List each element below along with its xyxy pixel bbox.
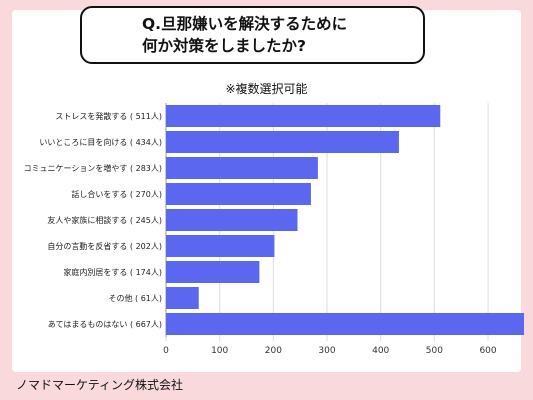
category-label: いいところに目を向ける ( 434人) [39, 137, 162, 147]
category-label: 自分の言動を反省する ( 202人) [47, 241, 162, 251]
x-tick-label: 400 [372, 346, 389, 356]
bar [166, 287, 199, 309]
bar [166, 209, 298, 231]
bar [166, 261, 260, 283]
category-label: 家庭内別居をする ( 174人) [63, 267, 162, 277]
category-label: その他 ( 61人) [108, 293, 162, 303]
x-tick-label: 100 [211, 346, 228, 356]
category-label: 話し合いをする ( 270人) [71, 189, 162, 199]
x-tick-label: 600 [479, 346, 496, 356]
category-label: コミュニケーションを増やす ( 283人) [24, 163, 162, 173]
title-line-2: 何か対策をしましたか? [142, 37, 306, 55]
bar [166, 105, 441, 127]
category-label-layer: ストレスを発散する ( 511人) いいところに目を向ける ( 434人) コミュニ… [24, 111, 162, 329]
x-tick-label: 300 [318, 346, 335, 356]
title-box: Q.旦那嫌いを解決するために 何か対策をしましたか? [80, 6, 425, 64]
bar [166, 235, 275, 257]
bar [166, 313, 524, 335]
bar [166, 131, 399, 153]
bar [166, 183, 311, 205]
category-label: 友人や家族に相談する ( 245人) [47, 215, 162, 225]
x-tick-label: 0 [163, 346, 169, 356]
title-line-1: Q.旦那嫌いを解決するために [142, 15, 348, 33]
x-tick-label: 200 [265, 346, 282, 356]
category-label: あてはまるものはない ( 667人) [48, 320, 162, 329]
category-label: ストレスを発散する ( 511人) [55, 111, 162, 121]
bar-layer [166, 105, 524, 335]
x-tick-layer: 0 100 200 300 400 500 600 [163, 346, 497, 356]
chart-subtitle: ※複数選択可能 [225, 82, 308, 96]
company-name: ノマドマーケティング株式会社 [16, 378, 184, 392]
bar [166, 157, 318, 179]
x-tick-label: 500 [426, 346, 443, 356]
